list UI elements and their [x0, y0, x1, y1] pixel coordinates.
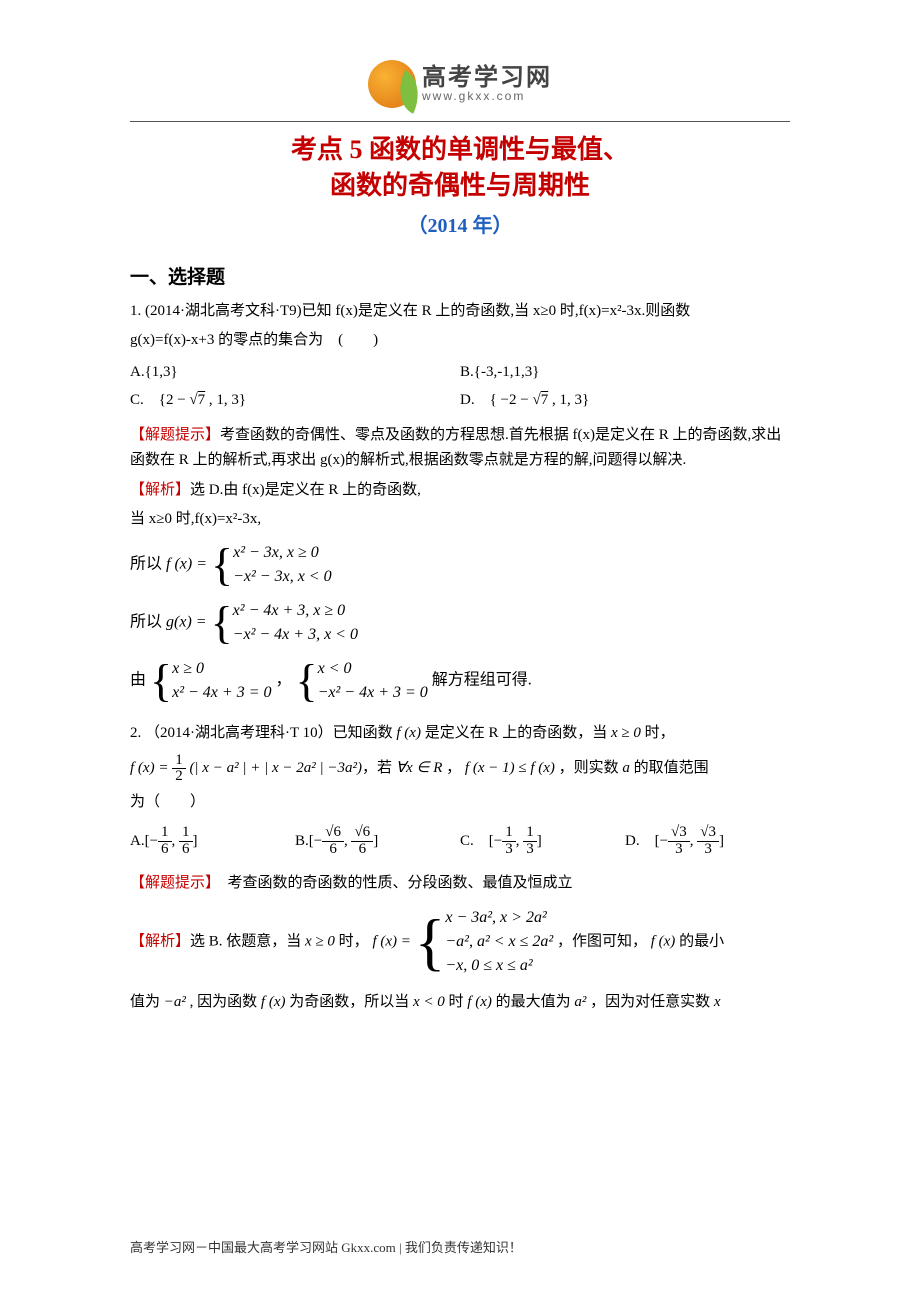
q1-eq-g: 所以 g(x) = { x² − 4x + 3, x ≥ 0 −x² − 4x … [130, 597, 790, 649]
q2-option-c: C. [−13, 13] [460, 822, 625, 861]
q1-stem-l1: 1. (2014·湖北高考文科·T9)已知 f(x)是定义在 R 上的奇函数,当… [130, 299, 790, 325]
q2-option-b: B.[−√66, √66] [295, 822, 460, 861]
doc-title-line2: 函数的奇偶性与周期性 [130, 168, 790, 204]
q1-hint: 【解题提示】考查函数的奇偶性、零点及函数的方程思想.首先根据 f(x)是定义在 … [130, 423, 790, 474]
q2-option-a: A.[−16, 16] [130, 822, 295, 861]
site-logo: 高考学习网 www.gkxx.com [130, 60, 790, 113]
page-footer: 高考学习网－中国最大高考学习网站 Gkxx.com | 我们负责传递知识！ [130, 1237, 790, 1256]
q2-hint: 【解题提示】 考查函数的奇函数的性质、分段函数、最值及恒成立 [130, 871, 790, 897]
q2-stem-l1: 2. （2014·湖北高考理科·T 10）已知函数 f (x) 是定义在 R 上… [130, 721, 790, 747]
doc-year: （2014 年） [130, 209, 790, 238]
q2-sol: 【解析】选 B. 依题意，当 x ≥ 0 时， f (x) = { x − 3a… [130, 904, 790, 980]
q2-stem-l2: f (x) = 12 (| x − a² | + | x − 2a² | −3a… [130, 750, 790, 786]
header-divider [130, 121, 790, 122]
q1-sol-l2: 当 x≥0 时,f(x)=x²-3x, [130, 507, 790, 533]
q1-option-d: D. { −2 − √7 , 1, 3} [460, 386, 790, 415]
q1-option-b: B.{-3,-1,1,3} [460, 358, 790, 387]
q2-option-d: D. [−√33, √33] [625, 822, 790, 861]
q1-stem-l2: g(x)=f(x)-x+3 的零点的集合为 ( ) [130, 328, 790, 354]
q1-eq-systems: 由 { x ≥ 0 x² − 4x + 3 = 0 ， { x < 0 −x² … [130, 655, 790, 707]
logo-url-text: www.gkxx.com [422, 90, 552, 102]
section-heading: 一、选择题 [130, 262, 790, 289]
doc-title-line1: 考点 5 函数的单调性与最值、 [130, 132, 790, 168]
q2-stem-l3: 为（ ） [130, 790, 790, 816]
logo-cn-text: 高考学习网 [422, 66, 552, 90]
logo-icon [368, 60, 416, 108]
q1-sol-l1: 【解析】选 D.由 f(x)是定义在 R 上的奇函数, [130, 478, 790, 504]
q1-option-a: A.{1,3} [130, 358, 460, 387]
q1-option-c: C. {2 − √7 , 1, 3} [130, 386, 460, 415]
q2-last-line: 值为 −a² , 因为函数 f (x) 为奇函数，所以当 x < 0 时 f (… [130, 990, 790, 1016]
q1-eq-f: 所以 f (x) = { x² − 3x, x ≥ 0 −x² − 3x, x … [130, 539, 790, 591]
